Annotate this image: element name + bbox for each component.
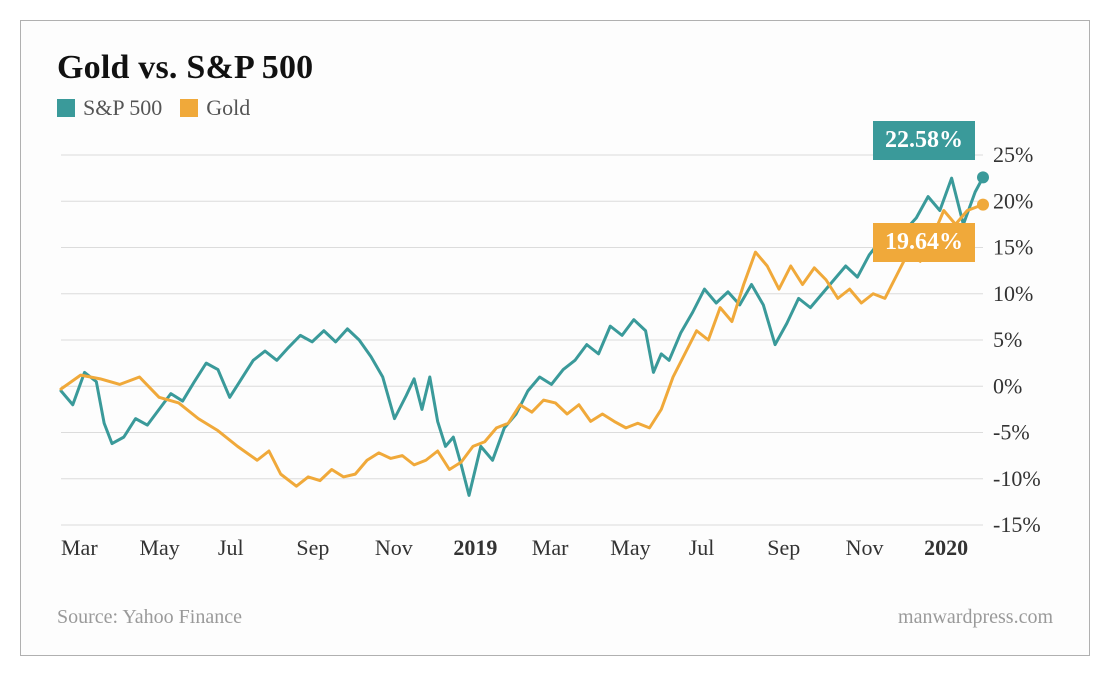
line-chart: -15% -10% -5% 0% 5% 10% 15% 20% 25% Mar May Jul Sep N… [57, 135, 1053, 565]
legend-item: Gold [180, 95, 250, 121]
legend-swatch [57, 99, 75, 117]
svg-text:May: May [139, 535, 179, 560]
svg-text:Sep: Sep [296, 535, 329, 560]
attribution-text: manwardpress.com [898, 606, 1053, 629]
svg-text:0%: 0% [993, 373, 1022, 398]
legend-label: Gold [206, 95, 250, 121]
svg-text:Mar: Mar [532, 535, 569, 560]
svg-text:Sep: Sep [767, 535, 800, 560]
svg-text:Mar: Mar [61, 535, 98, 560]
svg-text:May: May [610, 535, 650, 560]
svg-text:-5%: -5% [993, 420, 1030, 445]
svg-text:2019: 2019 [453, 535, 497, 560]
svg-text:-10%: -10% [993, 466, 1041, 491]
value-callout: 19.64% [873, 223, 975, 262]
svg-text:Nov: Nov [375, 535, 413, 560]
legend: S&P 500 Gold [57, 95, 1053, 121]
chart-title: Gold vs. S&P 500 [57, 49, 1053, 87]
svg-text:25%: 25% [993, 142, 1033, 167]
legend-item: S&P 500 [57, 95, 162, 121]
svg-text:20%: 20% [993, 188, 1033, 213]
svg-text:15%: 15% [993, 235, 1033, 260]
legend-label: S&P 500 [83, 95, 162, 121]
svg-text:-15%: -15% [993, 512, 1041, 537]
svg-text:5%: 5% [993, 327, 1022, 352]
legend-swatch [180, 99, 198, 117]
svg-text:Jul: Jul [218, 535, 244, 560]
svg-text:2020: 2020 [924, 535, 968, 560]
svg-text:Nov: Nov [846, 535, 884, 560]
source-text: Source: Yahoo Finance [57, 606, 242, 629]
value-callout: 22.58% [873, 121, 975, 160]
svg-text:10%: 10% [993, 281, 1033, 306]
svg-text:Jul: Jul [689, 535, 715, 560]
